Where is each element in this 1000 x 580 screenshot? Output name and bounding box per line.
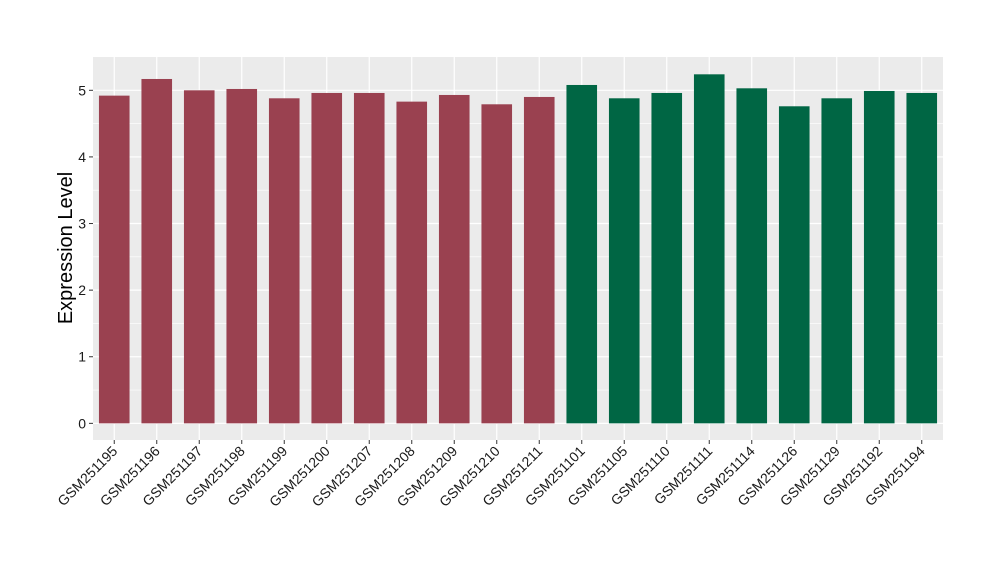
bar-gsm251110: [651, 92, 683, 424]
bar-gsm251208: [396, 101, 428, 424]
y-tick-label: 5: [78, 82, 86, 98]
bar-gsm251192: [863, 90, 895, 424]
bar-gsm251196: [141, 78, 173, 424]
y-tick-label: 3: [78, 216, 86, 232]
y-axis: 0 1 2 3 4 5: [78, 82, 93, 431]
bar-gsm251209: [438, 94, 470, 424]
bar-gsm251207: [353, 92, 385, 424]
bar-gsm251210: [481, 104, 513, 424]
x-axis: GSM251195GSM251196GSM251197GSM251198GSM2…: [54, 440, 928, 510]
bar-gsm251111: [693, 74, 725, 424]
bar-gsm251194: [906, 92, 938, 424]
y-tick-label: 1: [78, 349, 86, 365]
bar-gsm251198: [226, 88, 258, 424]
bar-gsm251195: [98, 95, 130, 424]
bar-gsm251114: [736, 88, 768, 424]
bar-gsm251197: [183, 90, 215, 424]
y-tick-label: 4: [78, 149, 86, 165]
bar-gsm251211: [523, 96, 555, 424]
bar-gsm251126: [778, 106, 810, 424]
plot-panel: [93, 57, 943, 440]
y-tick-label: 2: [78, 282, 86, 298]
bars: [98, 74, 938, 424]
bar-gsm251199: [268, 98, 300, 424]
y-tick-label: 0: [78, 415, 86, 431]
bar-gsm251105: [608, 98, 640, 424]
bar-gsm251200: [311, 92, 343, 424]
bar-gsm251129: [821, 98, 853, 424]
y-axis-title: Expression Level: [55, 172, 77, 324]
bar-gsm251101: [566, 84, 598, 424]
